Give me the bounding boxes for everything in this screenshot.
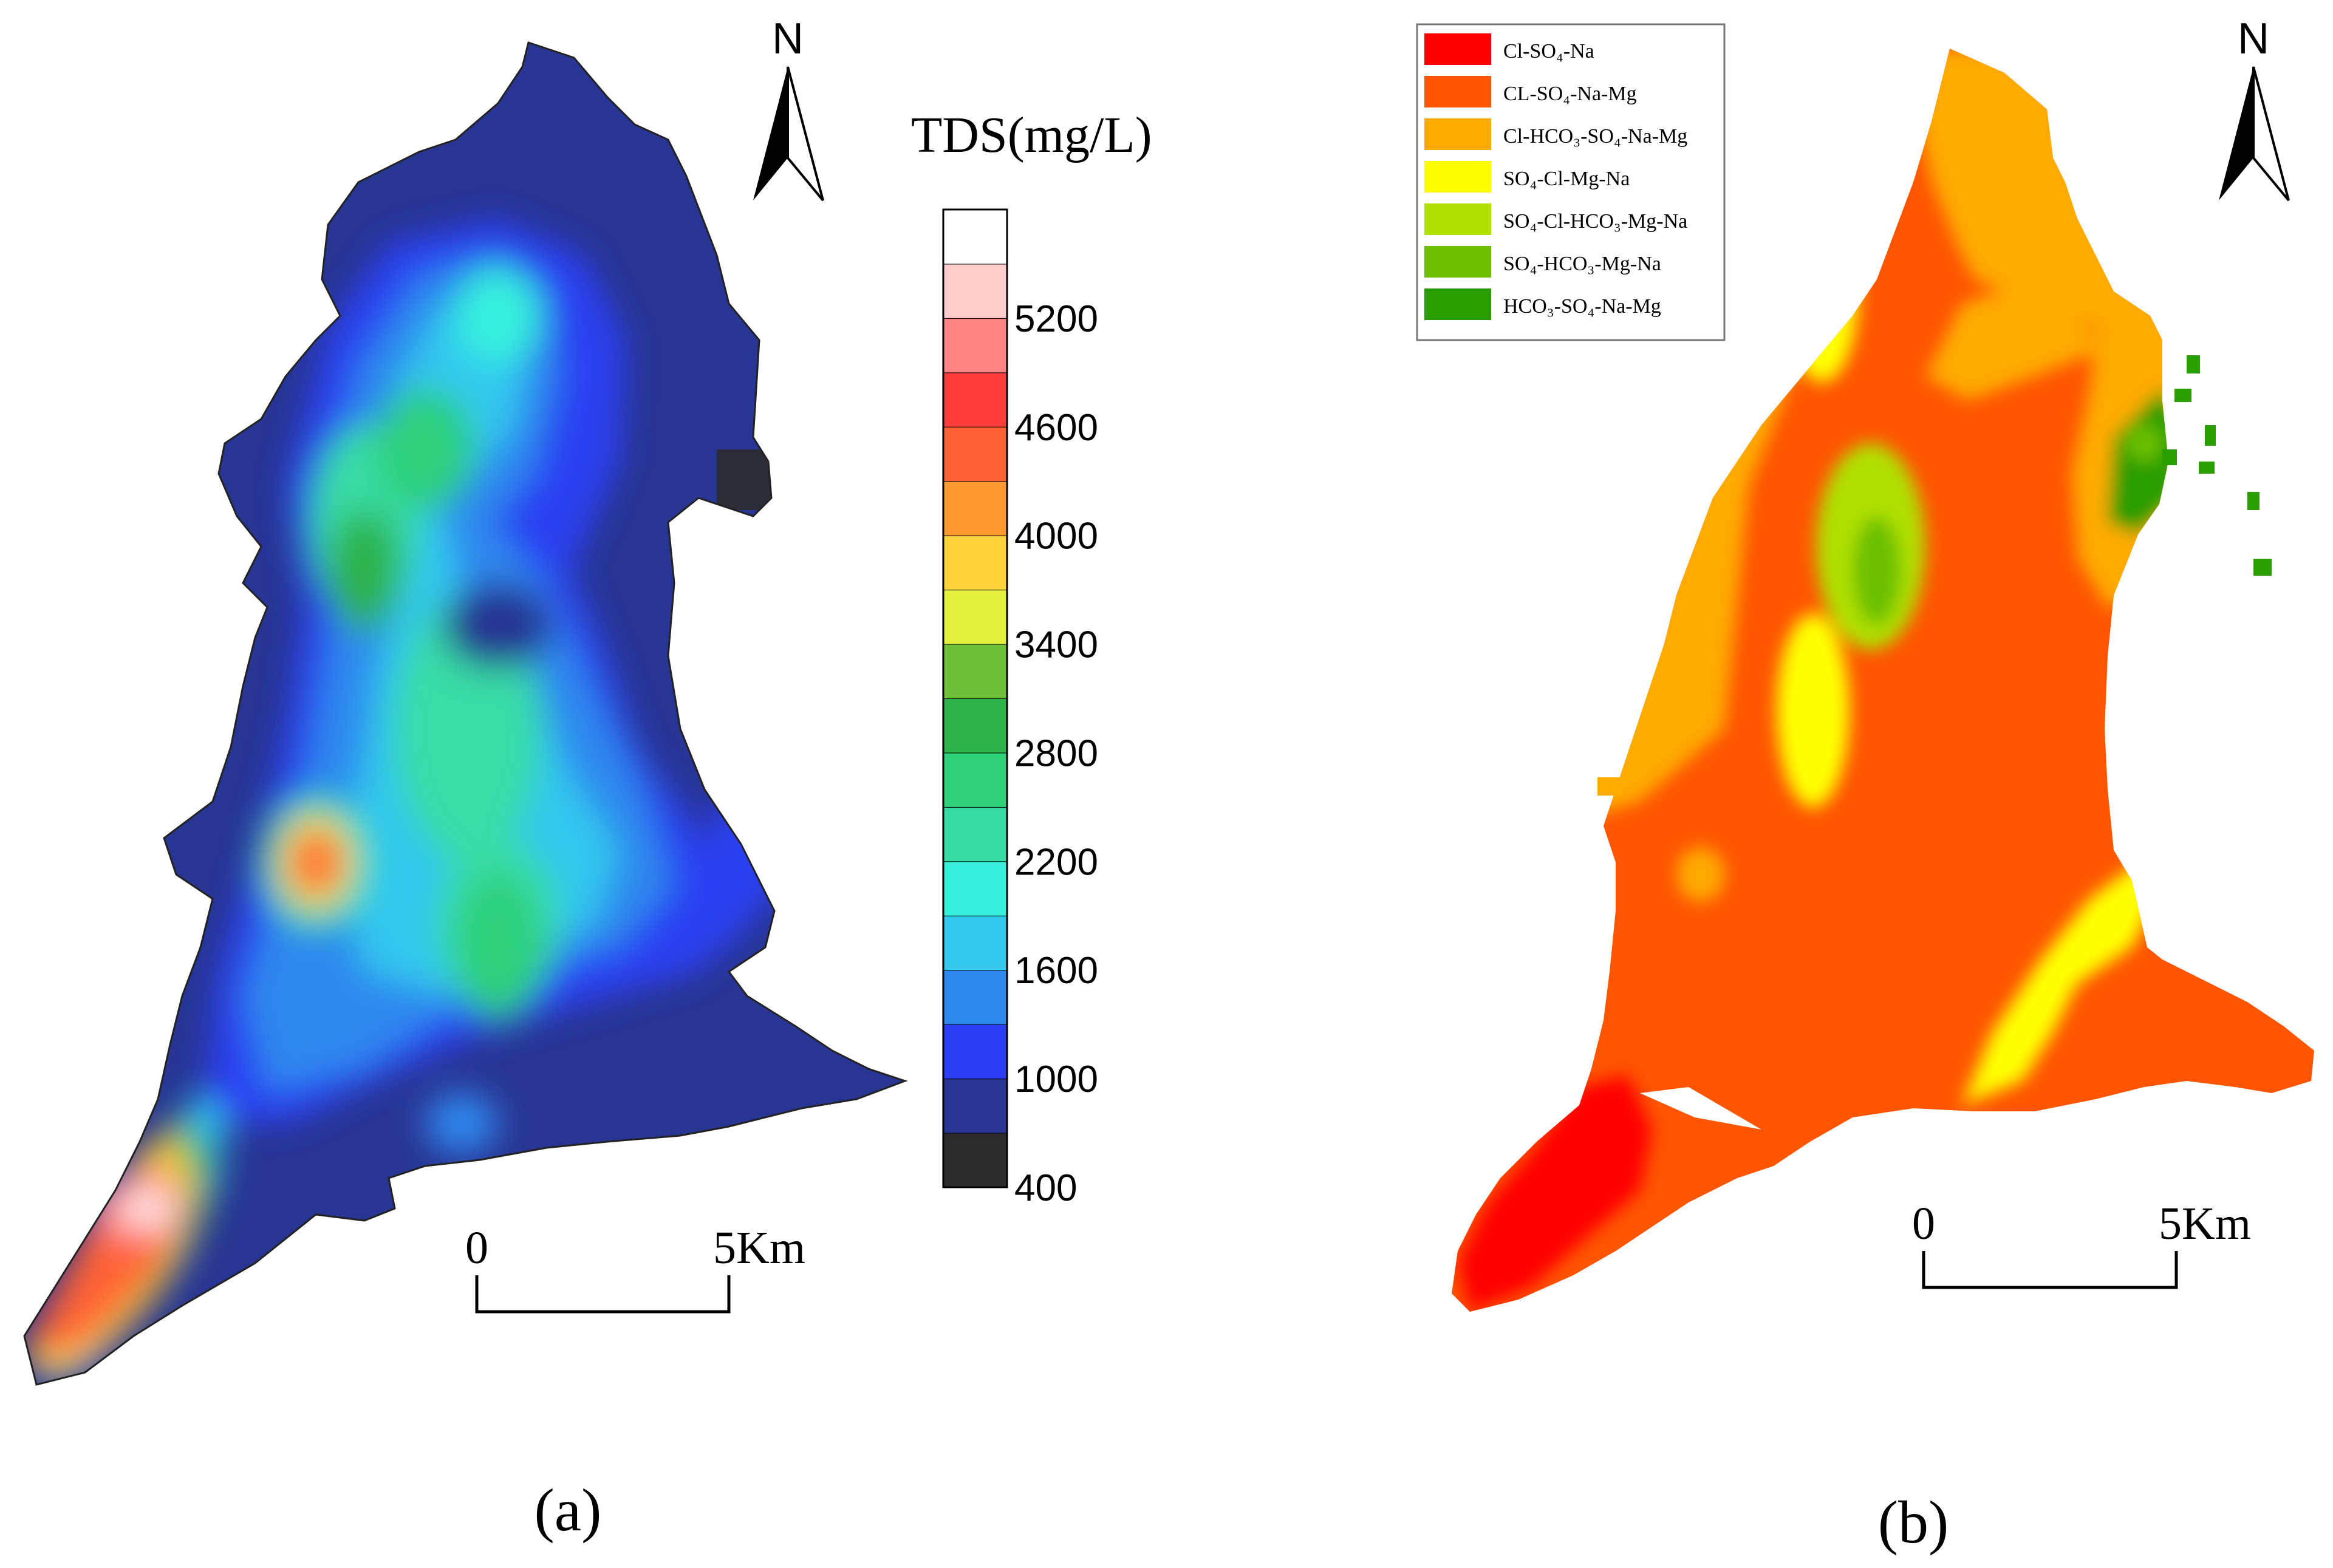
north-label-b: N bbox=[2238, 15, 2269, 63]
zone-cl-so4-na bbox=[1458, 1075, 1652, 1312]
legend-b-swatch bbox=[1424, 161, 1491, 193]
scale-bar-b: 0 5Km bbox=[1912, 1198, 2251, 1289]
tds-ramp-swatch bbox=[943, 589, 1008, 645]
map-b-left-blocks bbox=[1597, 735, 1657, 796]
legend-b-swatch bbox=[1424, 76, 1491, 107]
legend-b-label: HCO₃-SO₄-Na-Mg bbox=[1503, 295, 1661, 318]
tds-ramp-swatch bbox=[943, 1024, 1008, 1080]
tds-legend-title: TDS(mg/L) bbox=[911, 107, 1152, 163]
legend-b-swatch bbox=[1424, 203, 1491, 235]
tds-color-ramp bbox=[943, 209, 1008, 1188]
legend-b-swatch bbox=[1424, 33, 1491, 65]
scale-bar-b-line bbox=[1922, 1251, 2178, 1289]
map-b-notch bbox=[1640, 1087, 1761, 1130]
tds-ramp-swatch bbox=[943, 969, 1008, 1025]
legend-b-label: Cl-HCO₃-SO₄-Na-Mg bbox=[1503, 125, 1687, 148]
tds-ramp-swatch bbox=[943, 1078, 1008, 1134]
scale-a-end: 5Km bbox=[713, 1222, 805, 1273]
tds-ramp-swatch bbox=[943, 209, 1008, 265]
tds-ramp-swatch bbox=[943, 752, 1008, 808]
tds-tick-label: 4000 bbox=[1014, 516, 1098, 557]
tds-ramp-swatch bbox=[943, 263, 1008, 319]
tds-ramp-swatch bbox=[943, 861, 1008, 916]
tds-ramp-swatch bbox=[943, 806, 1008, 862]
zone-so4-hco3-mg-na bbox=[1853, 516, 1901, 625]
panel-b-label: (b) bbox=[1878, 1488, 1949, 1556]
scale-bar-a: 0 5Km bbox=[465, 1222, 805, 1314]
tds-tick-label: 2800 bbox=[1014, 732, 1098, 774]
legend-b-label: SO₄-Cl-HCO₃-Mg-Na bbox=[1503, 210, 1687, 233]
panel-a: N TDS(mg/L) 4001000160022002800340040004… bbox=[23, 15, 1152, 1544]
tds-ramp-swatch bbox=[943, 915, 1008, 971]
north-arrow-left-icon bbox=[753, 67, 788, 200]
legend-b-label: CL-SO₄-Na-Mg bbox=[1503, 83, 1637, 105]
tds-tick-label: 1600 bbox=[1014, 950, 1098, 992]
panel-a-label: (a) bbox=[535, 1476, 602, 1544]
north-arrow-b: N bbox=[2219, 15, 2290, 202]
north-label-a: N bbox=[772, 15, 804, 63]
tds-ramp-swatch bbox=[943, 318, 1008, 373]
tds-ramp-swatch bbox=[943, 1133, 1008, 1188]
legend-b-label: SO₄-HCO₃-Mg-Na bbox=[1503, 253, 1661, 275]
legend-b-swatch bbox=[1424, 118, 1491, 150]
legend-b-swatch bbox=[1424, 246, 1491, 278]
tds-band-400 bbox=[717, 449, 771, 510]
tds-tick-labels: 400 1000 1600 2200 2800 3400 4000 4600 5200 bbox=[1014, 298, 1098, 1209]
legend-b-label: SO₄-Cl-Mg-Na bbox=[1503, 168, 1630, 190]
tds-contour-map bbox=[23, 41, 908, 1386]
tds-tick-label: 5200 bbox=[1014, 298, 1098, 340]
legend-b-label: Cl-SO₄-Na bbox=[1503, 40, 1594, 63]
tds-ramp-frame bbox=[942, 208, 1008, 1188]
tds-tick-label: 1000 bbox=[1014, 1058, 1098, 1100]
north-arrow-right-icon bbox=[787, 66, 824, 202]
tds-ramp-swatch bbox=[943, 644, 1008, 699]
north-arrow-b-left-icon bbox=[2219, 67, 2253, 200]
tds-legend: TDS(mg/L) 400 1000 1600 2200 2800 3400 4000 460… bbox=[911, 107, 1152, 1209]
scale-bar-a-line bbox=[475, 1275, 731, 1314]
tds-tick-label: 2200 bbox=[1014, 841, 1098, 883]
water-type-legend: Cl-SO₄-Na CL-SO₄-Na-Mg Cl-HCO₃-SO₄-Na-Mg SO… bbox=[1416, 23, 1726, 341]
zone-so4-cl-mg-na bbox=[1786, 200, 1859, 383]
north-arrow-a: N bbox=[753, 15, 824, 202]
scale-a-start: 0 bbox=[465, 1222, 488, 1273]
tds-tick-label: 400 bbox=[1014, 1167, 1077, 1209]
tds-ramp-swatch bbox=[943, 535, 1008, 591]
tds-ramp-swatch bbox=[943, 372, 1008, 428]
tds-ramp-swatch bbox=[943, 426, 1008, 482]
legend-b-swatch bbox=[1424, 288, 1491, 320]
tds-ramp-swatch bbox=[943, 480, 1008, 536]
panel-b: Cl-SO₄-Na CL-SO₄-Na-Mg Cl-HCO₃-SO₄-Na-Mg SO… bbox=[1416, 15, 2314, 1556]
scale-b-start: 0 bbox=[1912, 1198, 1935, 1249]
map-b-islets bbox=[2162, 355, 2272, 576]
tds-tick-label: 3400 bbox=[1014, 624, 1098, 666]
tds-tick-label: 4600 bbox=[1014, 407, 1098, 449]
north-arrow-b-right-icon bbox=[2252, 66, 2290, 202]
scale-b-end: 5Km bbox=[2159, 1198, 2251, 1249]
tds-ramp-swatch bbox=[943, 698, 1008, 754]
map-a-outline bbox=[23, 41, 908, 1386]
